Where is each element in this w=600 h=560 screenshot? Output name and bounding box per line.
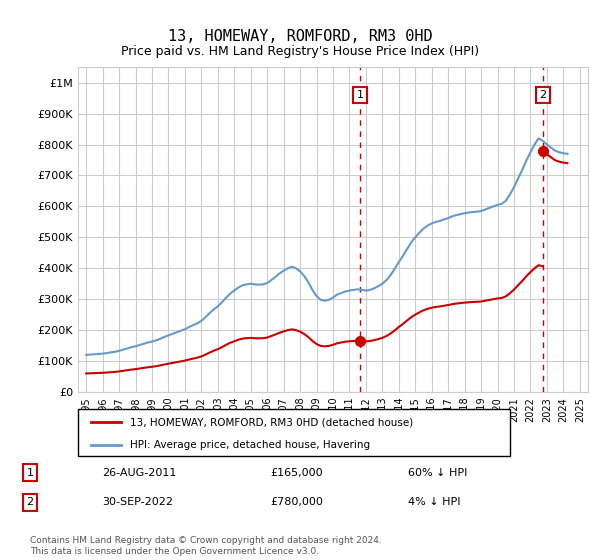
Text: 30-SEP-2022: 30-SEP-2022 xyxy=(102,497,173,507)
Text: 13, HOMEWAY, ROMFORD, RM3 0HD (detached house): 13, HOMEWAY, ROMFORD, RM3 0HD (detached … xyxy=(130,417,413,427)
Text: 1: 1 xyxy=(356,90,364,100)
Text: 4% ↓ HPI: 4% ↓ HPI xyxy=(408,497,461,507)
Text: 2: 2 xyxy=(26,497,34,507)
Text: 1: 1 xyxy=(26,468,34,478)
Text: 13, HOMEWAY, ROMFORD, RM3 0HD: 13, HOMEWAY, ROMFORD, RM3 0HD xyxy=(167,29,433,44)
Text: £780,000: £780,000 xyxy=(270,497,323,507)
Text: Contains HM Land Registry data © Crown copyright and database right 2024.
This d: Contains HM Land Registry data © Crown c… xyxy=(30,536,382,556)
Text: 26-AUG-2011: 26-AUG-2011 xyxy=(102,468,176,478)
Text: £165,000: £165,000 xyxy=(270,468,323,478)
Text: 2: 2 xyxy=(539,90,547,100)
Text: HPI: Average price, detached house, Havering: HPI: Average price, detached house, Have… xyxy=(130,440,370,450)
Text: 60% ↓ HPI: 60% ↓ HPI xyxy=(408,468,467,478)
Text: Price paid vs. HM Land Registry's House Price Index (HPI): Price paid vs. HM Land Registry's House … xyxy=(121,45,479,58)
FancyBboxPatch shape xyxy=(78,409,510,456)
